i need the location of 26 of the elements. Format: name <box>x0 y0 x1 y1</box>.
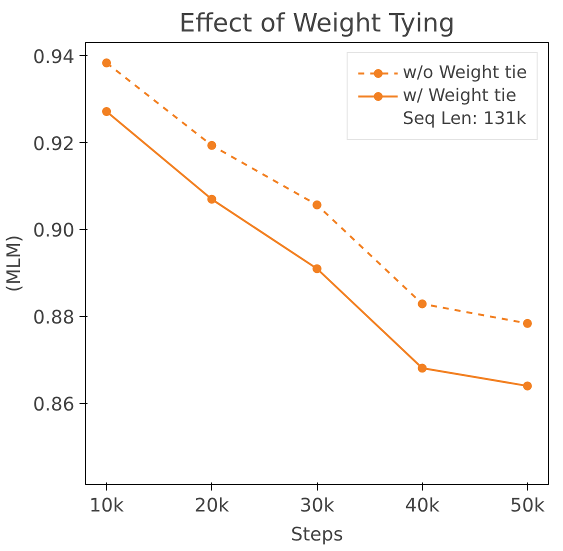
x-tick-label: 10k <box>89 496 124 516</box>
y-tick-label: 0.92 <box>32 134 75 155</box>
point <box>418 299 427 308</box>
point <box>312 200 322 210</box>
y-tick-label: 0.86 <box>32 394 75 416</box>
point <box>522 318 532 328</box>
x-axis-title: Steps <box>290 524 344 546</box>
point <box>418 364 427 373</box>
point <box>102 58 112 68</box>
legend-label: w/ Weight tie <box>402 86 516 106</box>
y-tick-label: 0.90 <box>32 220 75 242</box>
x-tick-label: 20k <box>194 496 230 516</box>
point <box>522 381 532 390</box>
y-tick-label: 0.88 <box>32 307 75 328</box>
x-tick-label: 30k <box>300 496 334 516</box>
x-tick-label: 50k <box>510 496 545 516</box>
chart-title: Effect of Weight Tying <box>179 8 455 38</box>
y-axis-title: (MLM) <box>4 234 25 292</box>
point <box>207 140 216 150</box>
y-tick-label: 0.94 <box>32 46 75 68</box>
annotation: Seq Len: 131k <box>402 109 526 129</box>
point <box>312 264 322 274</box>
point <box>207 194 216 204</box>
x-tick-label: 40k <box>404 496 440 516</box>
legend-label: w/o Weight tie <box>402 63 527 83</box>
point <box>102 107 112 116</box>
